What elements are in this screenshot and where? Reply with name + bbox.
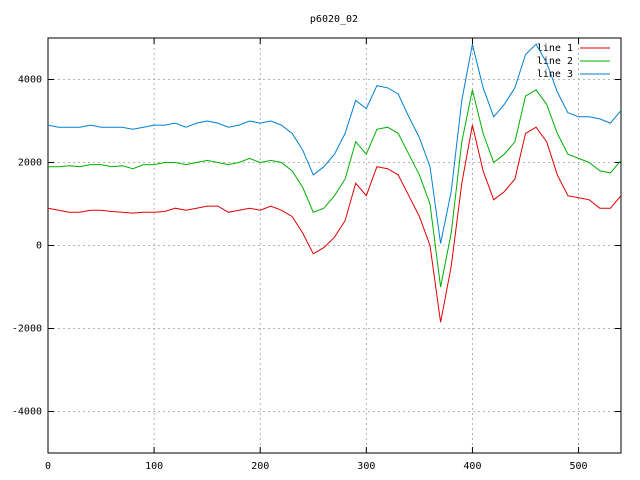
data-line (48, 89, 622, 288)
chart-title: p6020_02 (310, 14, 358, 25)
y-tick-label: -4000 (12, 407, 42, 418)
x-tick-label: 0 (45, 461, 51, 472)
y-tick-label: 4000 (18, 75, 42, 86)
data-line (47, 124, 622, 323)
legend-label: line 2 (537, 56, 573, 67)
y-tick-label: -2000 (12, 324, 42, 335)
y-tick-label: 0 (36, 241, 42, 252)
x-tick-label: 500 (570, 461, 588, 472)
x-tick-label: 400 (463, 461, 481, 472)
plot-frame (47, 37, 622, 454)
y-tick-label: 2000 (18, 158, 42, 169)
x-tick-label: 300 (357, 461, 375, 472)
data-line (47, 43, 622, 244)
legend-label: line 3 (537, 69, 573, 80)
legend-label: line 1 (537, 43, 573, 54)
x-tick-label: 100 (145, 461, 163, 472)
x-tick-label: 200 (251, 461, 269, 472)
